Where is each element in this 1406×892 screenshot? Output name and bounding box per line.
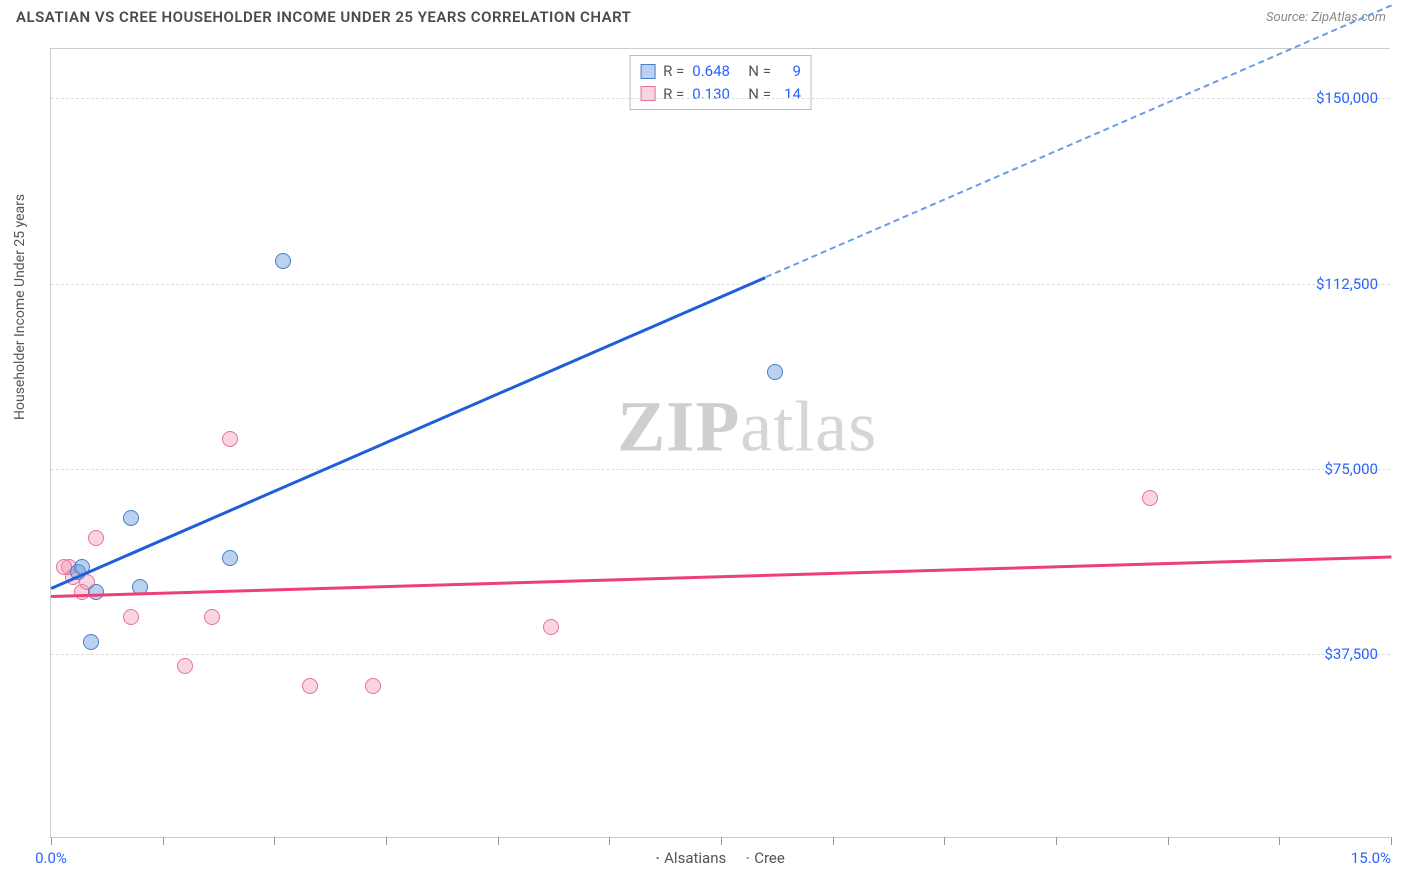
x-tick-label-right: 15.0%	[1351, 849, 1391, 867]
stat-N-cree: 14	[779, 83, 801, 106]
x-tick	[721, 837, 722, 845]
trend-line	[51, 276, 767, 589]
stat-R-label: R =	[663, 60, 684, 83]
watermark: ZIPatlas	[617, 386, 877, 469]
data-point	[83, 634, 99, 650]
data-point	[543, 619, 559, 635]
x-tick	[944, 837, 945, 845]
legend-item-alsatians: Alsatians	[656, 849, 726, 867]
legend-swatch-blue	[640, 64, 655, 79]
y-axis-label: Householder Income Under 25 years	[12, 194, 28, 420]
source-attribution: Source: ZipAtlas.com	[1266, 10, 1386, 25]
x-tick-label-left: 0.0%	[35, 849, 67, 867]
trend-line	[765, 5, 1391, 278]
trend-line	[51, 555, 1391, 597]
stats-legend-box: R = 0.648 N = 9 R = 0.130 N = 14	[629, 55, 812, 110]
x-tick	[1056, 837, 1057, 845]
x-tick	[1391, 837, 1392, 845]
y-tick-label: $37,500	[1324, 645, 1378, 663]
data-point	[204, 609, 220, 625]
x-tick	[1279, 837, 1280, 845]
gridline	[51, 469, 1390, 470]
stat-N-label: N =	[748, 60, 771, 83]
data-point	[123, 510, 139, 526]
data-point	[88, 584, 104, 600]
data-point	[88, 530, 104, 546]
gridline	[51, 284, 1390, 285]
data-point	[222, 431, 238, 447]
watermark-atlas: atlas	[740, 387, 877, 467]
legend-swatch-blue	[656, 857, 658, 859]
x-tick	[51, 837, 52, 845]
stats-row-alsatians: R = 0.648 N = 9	[640, 60, 801, 83]
stat-R-cree: 0.130	[692, 83, 740, 106]
chart-header: ALSATIAN VS CREE HOUSEHOLDER INCOME UNDE…	[0, 0, 1406, 32]
data-point	[177, 658, 193, 674]
stat-R-alsatians: 0.648	[692, 60, 740, 83]
x-tick	[833, 837, 834, 845]
y-tick-label: $150,000	[1316, 89, 1378, 107]
legend-label-alsatians: Alsatians	[664, 849, 726, 867]
data-point	[1142, 490, 1158, 506]
data-point	[123, 609, 139, 625]
legend-item-cree: Cree	[746, 849, 785, 867]
watermark-zip: ZIP	[617, 387, 740, 467]
x-tick	[1168, 837, 1169, 845]
gridline	[51, 654, 1390, 655]
bottom-legend: Alsatians Cree	[656, 849, 785, 867]
stats-row-cree: R = 0.130 N = 14	[640, 83, 801, 106]
x-tick	[609, 837, 610, 845]
legend-label-cree: Cree	[754, 849, 785, 867]
chart-plot-area: ZIPatlas R = 0.648 N = 9 R = 0.130 N = 1…	[50, 48, 1390, 838]
legend-swatch-pink	[746, 857, 748, 859]
x-tick	[498, 837, 499, 845]
y-tick-label: $112,500	[1316, 275, 1378, 293]
stat-R-label: R =	[663, 83, 684, 106]
y-tick-label: $75,000	[1324, 460, 1378, 478]
x-tick	[386, 837, 387, 845]
data-point	[275, 253, 291, 269]
data-point	[365, 678, 381, 694]
x-tick	[163, 837, 164, 845]
data-point	[767, 364, 783, 380]
stat-N-alsatians: 9	[779, 60, 801, 83]
chart-title: ALSATIAN VS CREE HOUSEHOLDER INCOME UNDE…	[16, 8, 631, 26]
gridline	[51, 98, 1390, 99]
stat-N-label: N =	[748, 83, 771, 106]
data-point	[302, 678, 318, 694]
x-tick	[274, 837, 275, 845]
data-point	[222, 550, 238, 566]
